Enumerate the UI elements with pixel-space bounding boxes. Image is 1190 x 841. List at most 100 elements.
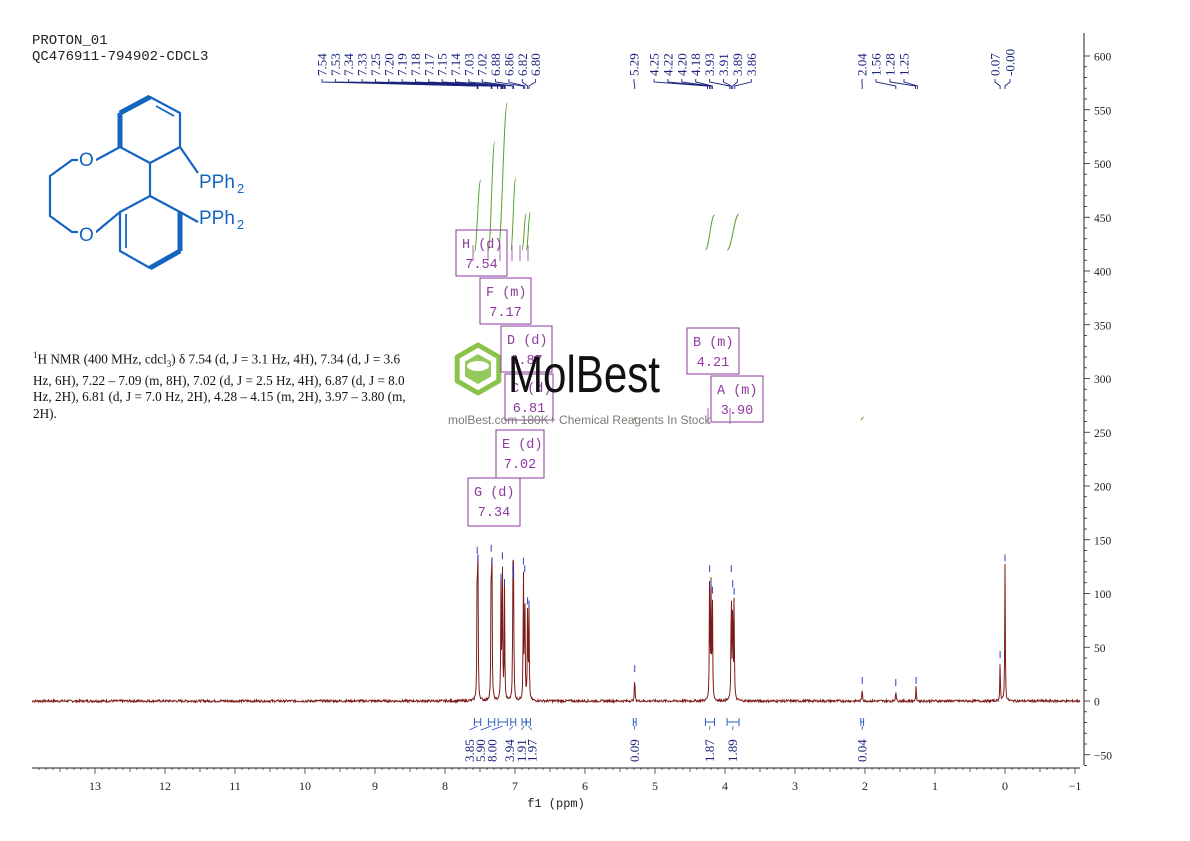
multiplet-label: B (m) (693, 336, 734, 351)
peak-leader (889, 79, 916, 89)
logo-highlight (467, 361, 489, 371)
peak-label: 6.88 (488, 53, 503, 76)
x-tick-label: 10 (299, 779, 311, 793)
multiplet-label: E (d) (502, 438, 543, 453)
multiplet-shift: 7.34 (478, 506, 510, 521)
solvent-subscript: 3 (166, 359, 172, 370)
peak-label: 1.25 (897, 53, 912, 76)
peak-leader (653, 79, 708, 89)
multiplet-box (467, 477, 521, 527)
integral-value: 0.09 (627, 739, 642, 762)
peak-leader (903, 79, 918, 89)
spectrum-trace (31, 544, 1081, 704)
nmr-summary-prefix: H NMR (400 MHz, cdcl (37, 351, 167, 367)
peak-label: 7.20 (381, 53, 396, 76)
pph2-label: PPh (199, 208, 235, 229)
peak-label: 4.25 (647, 53, 662, 76)
multiplet-label: A (m) (717, 384, 758, 399)
peak-label: -0.00 (1003, 49, 1018, 76)
y-tick-label: 200 (1094, 482, 1112, 494)
peak-label: 4.18 (688, 53, 703, 76)
peak-label: 4.22 (660, 53, 675, 76)
peak-leader (495, 79, 524, 89)
y-tick-label: −50 (1094, 750, 1112, 762)
spectrum-line (31, 555, 1081, 704)
watermark-brand: MolBest (508, 346, 660, 404)
integral-curves (473, 102, 864, 421)
integral-curve (473, 179, 482, 253)
multiplet-shift: 6.87 (510, 354, 542, 369)
x-tick-label: 1 (932, 779, 938, 793)
peak-label: 7.25 (368, 53, 383, 76)
peak-label: 1.28 (883, 53, 898, 76)
peak-leader (994, 79, 1001, 89)
y-tick-label: 600 (1094, 52, 1112, 64)
peak-label: 1.56 (869, 53, 884, 76)
multiplet-label: F (m) (486, 286, 527, 301)
integral-leader (480, 725, 492, 731)
peak-label: 5.29 (627, 53, 642, 76)
integral-value: 1.87 (702, 739, 717, 762)
multiplet-box (500, 325, 553, 373)
peak-label: 6.82 (515, 53, 530, 76)
y-tick-label: 550 (1094, 105, 1112, 117)
o-label-bg (78, 150, 96, 168)
peak-label: 7.34 (341, 53, 356, 76)
x-tick-label: 7 (512, 779, 518, 793)
integral-curve (487, 141, 496, 251)
peak-leader (732, 79, 738, 89)
y-tick-label: 150 (1094, 535, 1112, 547)
peak-leader (508, 79, 526, 89)
integral-value: 3.94 (502, 739, 517, 762)
multiplet-shift: 4.21 (697, 356, 729, 371)
pph2-label: PPh (199, 172, 235, 193)
p-bond (179, 146, 199, 174)
x-tick-label: 4 (722, 779, 728, 793)
peak-leader (734, 79, 752, 89)
sample-id: QC476911-794902-CDCL3 (32, 49, 209, 65)
peak-leader (1004, 79, 1011, 89)
multiplet-box (479, 277, 532, 325)
y-tick-label: 450 (1094, 213, 1112, 225)
wedge-bond (148, 248, 182, 271)
peak-leader (528, 79, 537, 89)
multiplet-box (686, 327, 740, 375)
multiplet-label: G (d) (474, 486, 515, 501)
peak-label: 7.14 (448, 53, 463, 76)
peak-label: 7.54 (315, 53, 330, 76)
integral-curve (510, 177, 517, 251)
peak-label: 4.20 (674, 53, 689, 76)
integral-leader (491, 725, 503, 731)
integral-curve (704, 214, 715, 251)
peak-label: 0.07 (988, 53, 1003, 76)
logo-hexagon (454, 342, 502, 396)
x-tick-label: 8 (442, 779, 448, 793)
integral-value: 3.85 (462, 739, 477, 762)
x-tick-label: 0 (1002, 779, 1008, 793)
x-axis-title: f1 (ppm) (527, 797, 585, 811)
peak-leader (681, 79, 712, 89)
watermark-tagline: molBest.com 180K+ Chemical Reagents In S… (448, 413, 711, 427)
experiment-name: PROTON_01 (32, 33, 108, 49)
x-tick-label: 12 (159, 779, 171, 793)
integral-value: 1.91 (514, 739, 529, 762)
x-axis: 13 12 11 10 9 8 7 6 5 4 3 2 1 0 −1f1 (ppm) (32, 767, 1081, 811)
peak-label: 7.02 (475, 53, 490, 76)
peak-label: 7.53 (328, 53, 343, 76)
peak-leader (709, 79, 731, 89)
y-tick-label: 400 (1094, 267, 1112, 279)
integral-value: 0.04 (855, 739, 870, 762)
integral-leader (509, 725, 514, 731)
peak-leader (428, 79, 504, 89)
oxygen-label: O (79, 225, 94, 246)
y-tick-label: 0 (1094, 697, 1100, 709)
integral-value: 8.00 (484, 739, 499, 762)
multiplet-shift: 6.81 (513, 402, 545, 417)
integral-curve (497, 102, 508, 251)
x-tick-label: 2 (862, 779, 868, 793)
x-tick-label: 6 (582, 779, 588, 793)
integral-value: 5.90 (473, 739, 488, 762)
x-tick-label: 3 (792, 779, 798, 793)
integral-bars: 3.855.908.00 3.941.911.97 0.09 1.87 1.89 0.04 (462, 718, 870, 762)
